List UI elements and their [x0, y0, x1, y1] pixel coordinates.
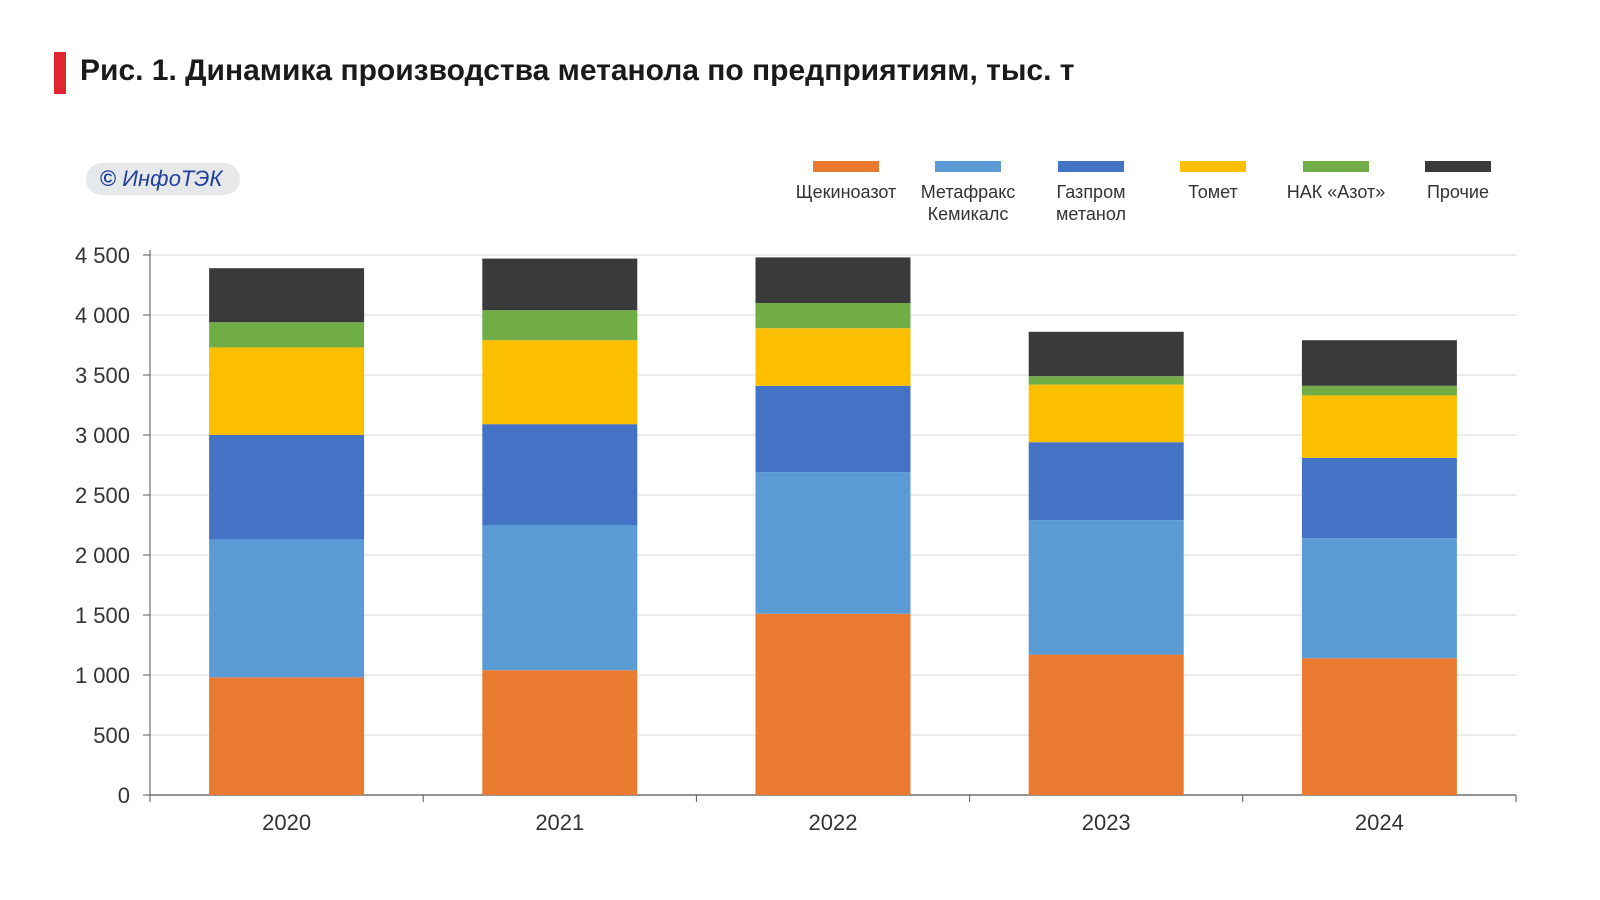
x-tick-label: 2022 [809, 810, 858, 835]
title-accent-bar [54, 52, 66, 94]
bar-segment [1301, 457, 1457, 539]
legend-label: Метафракс [921, 182, 1016, 202]
bar-segment [482, 525, 638, 671]
y-tick-label: 0 [118, 783, 130, 808]
bar-segment [1301, 340, 1457, 386]
legend-swatch [935, 161, 1001, 172]
bar-segment [209, 539, 365, 678]
bar-segment [209, 435, 365, 540]
y-tick-label: 4 000 [75, 303, 130, 328]
source-badge-text: ИнфоТЭК [122, 166, 223, 191]
legend-label: Томет [1188, 182, 1238, 202]
x-tick-label: 2021 [535, 810, 584, 835]
x-tick-label: 2023 [1082, 810, 1131, 835]
y-tick-label: 3 500 [75, 363, 130, 388]
legend-label: Щекиноазот [796, 182, 897, 202]
bar-segment [755, 257, 911, 303]
bar-segment [1028, 520, 1184, 655]
legend-label: Кемикалс [928, 204, 1009, 224]
y-tick-label: 3 000 [75, 423, 130, 448]
legend-swatch [1303, 161, 1369, 172]
bar-segment [755, 385, 911, 473]
bar-segment [209, 322, 365, 348]
legend-label: НАК «Азот» [1287, 182, 1385, 202]
bar-segment [755, 613, 911, 795]
x-tick-label: 2020 [262, 810, 311, 835]
bar-segment [1301, 538, 1457, 659]
bar-segment [482, 258, 638, 311]
bar-segment [209, 347, 365, 435]
bar-segment [482, 340, 638, 425]
bar-segment [482, 424, 638, 525]
bar-segment [482, 310, 638, 341]
bar-segment [209, 677, 365, 795]
legend-swatch [1180, 161, 1246, 172]
y-tick-label: 2 500 [75, 483, 130, 508]
bar-segment [1301, 385, 1457, 396]
legend-swatch [1058, 161, 1124, 172]
bar-segment [1301, 395, 1457, 458]
x-tick-label: 2024 [1355, 810, 1404, 835]
y-tick-label: 2 000 [75, 543, 130, 568]
bar-segment [209, 268, 365, 323]
bar-segment [1028, 654, 1184, 795]
legend-label: метанол [1056, 204, 1126, 224]
chart-title: Рис. 1. Динамика производства метанола п… [80, 54, 1075, 87]
legend-swatch [1425, 161, 1491, 172]
legend-label: Газпром [1057, 182, 1126, 202]
bar-segment [755, 328, 911, 386]
bar-segment [755, 303, 911, 329]
bar-segment [1028, 376, 1184, 385]
bar-segment [1028, 331, 1184, 377]
legend-label: Прочие [1427, 182, 1489, 202]
legend-swatch [813, 161, 879, 172]
y-tick-label: 1 500 [75, 603, 130, 628]
y-tick-label: 500 [93, 723, 130, 748]
bar-segment [1028, 442, 1184, 521]
bar-segment [1301, 658, 1457, 795]
copyright-icon: © [100, 166, 117, 191]
bar-segment [1028, 384, 1184, 443]
y-tick-label: 4 500 [75, 243, 130, 268]
y-tick-label: 1 000 [75, 663, 130, 688]
bar-segment [755, 472, 911, 614]
bar-segment [482, 670, 638, 795]
source-badge: © ИнфоТЭК [86, 163, 241, 195]
